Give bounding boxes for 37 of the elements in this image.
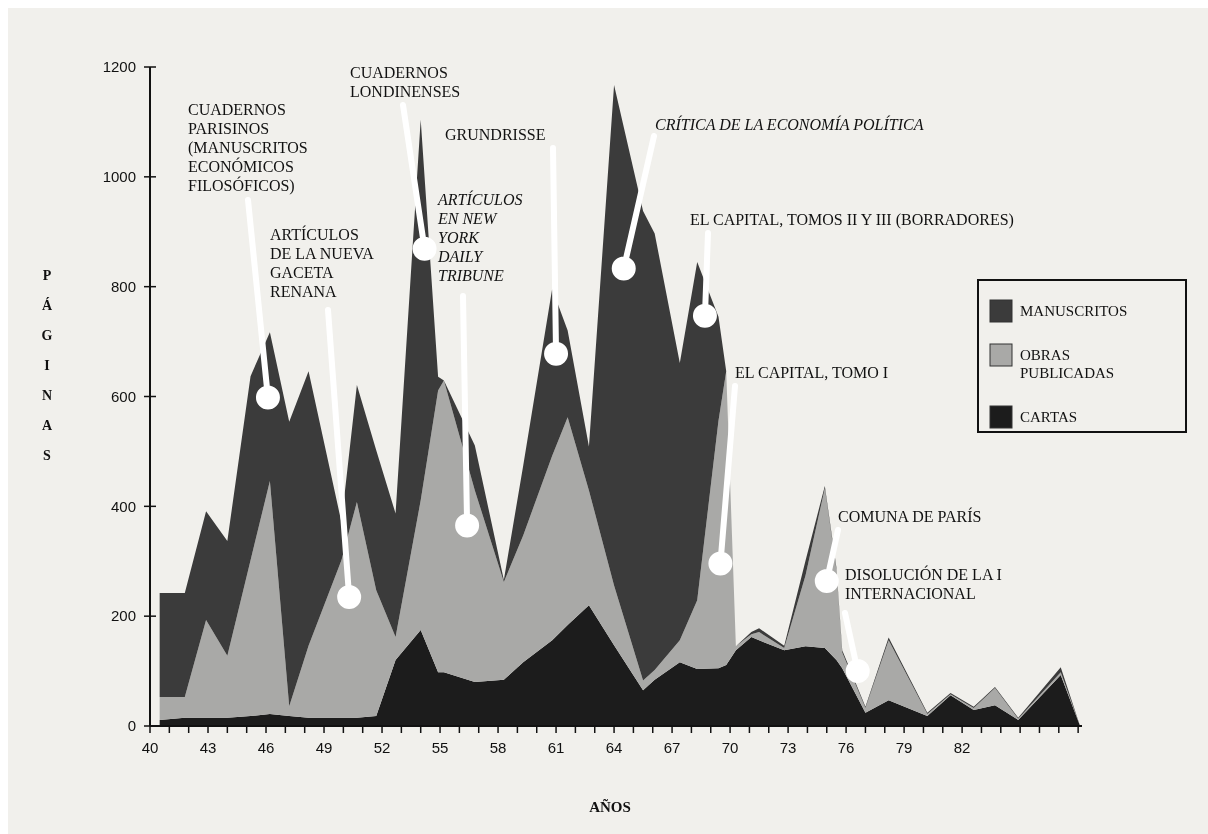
- y-tick-label: 1200: [102, 58, 136, 76]
- annotation: CUADERNOS LONDINENSES: [350, 64, 461, 100]
- annotation: CRÍTICA DE LA ECONOMÍA POLÍTICA: [655, 115, 924, 133]
- x-tick-label: 64: [605, 739, 623, 756]
- annotation: CUADERNOS PARISINOS (MANUSCRITOS ECONÓMICOS FILOSÓFICOS): [188, 101, 308, 195]
- annotation: DISOLUCIÓN DE LA I INTERNACIONAL: [845, 565, 1002, 602]
- y-tick-label: 1000: [102, 168, 136, 186]
- x-tick-label: 43: [199, 739, 217, 756]
- y-axis-title: PÁGINAS: [41, 268, 53, 463]
- annotation: ARTÍCULOS EN NEW YORK DAILY TRIBUNE: [437, 190, 523, 284]
- y-tick-label: 0: [127, 717, 136, 735]
- x-tick-label: 58: [489, 739, 507, 756]
- x-tick-label: 82: [953, 739, 971, 756]
- annotation: COMUNA DE PARÍS: [838, 507, 982, 525]
- x-tick-label: 79: [895, 739, 913, 756]
- annotation: EL CAPITAL, TOMO I: [735, 364, 889, 381]
- y-tick-label: 400: [110, 497, 136, 515]
- y-tick-label: 800: [110, 277, 136, 295]
- x-tick-label: 52: [373, 739, 391, 756]
- x-tick-label: 40: [141, 739, 159, 756]
- x-tick-label: 67: [663, 739, 681, 756]
- x-tick-label: 49: [315, 739, 333, 756]
- y-tick-label: 200: [110, 607, 136, 625]
- x-tick-label: 73: [779, 739, 797, 756]
- x-tick-label: 70: [721, 739, 739, 756]
- legend-label: MANUSCRITOS: [1020, 303, 1128, 319]
- x-axis-title: AÑOS: [589, 798, 631, 815]
- x-tick-label: 61: [547, 739, 565, 756]
- x-tick-label: 55: [431, 739, 449, 756]
- legend-label: OBRAS PUBLICADAS: [1020, 347, 1115, 381]
- annotation: GRUNDRISSE: [445, 126, 546, 143]
- annotation: ARTÍCULOS DE LA NUEVA GACETA RENANA: [270, 225, 375, 300]
- legend-label: CARTAS: [1020, 409, 1078, 425]
- y-tick-label: 600: [110, 387, 136, 405]
- x-tick-label: 76: [837, 739, 855, 756]
- x-tick-label: 46: [257, 739, 275, 756]
- annotation: EL CAPITAL, TOMOS II Y III (BORRADORES): [690, 211, 1014, 229]
